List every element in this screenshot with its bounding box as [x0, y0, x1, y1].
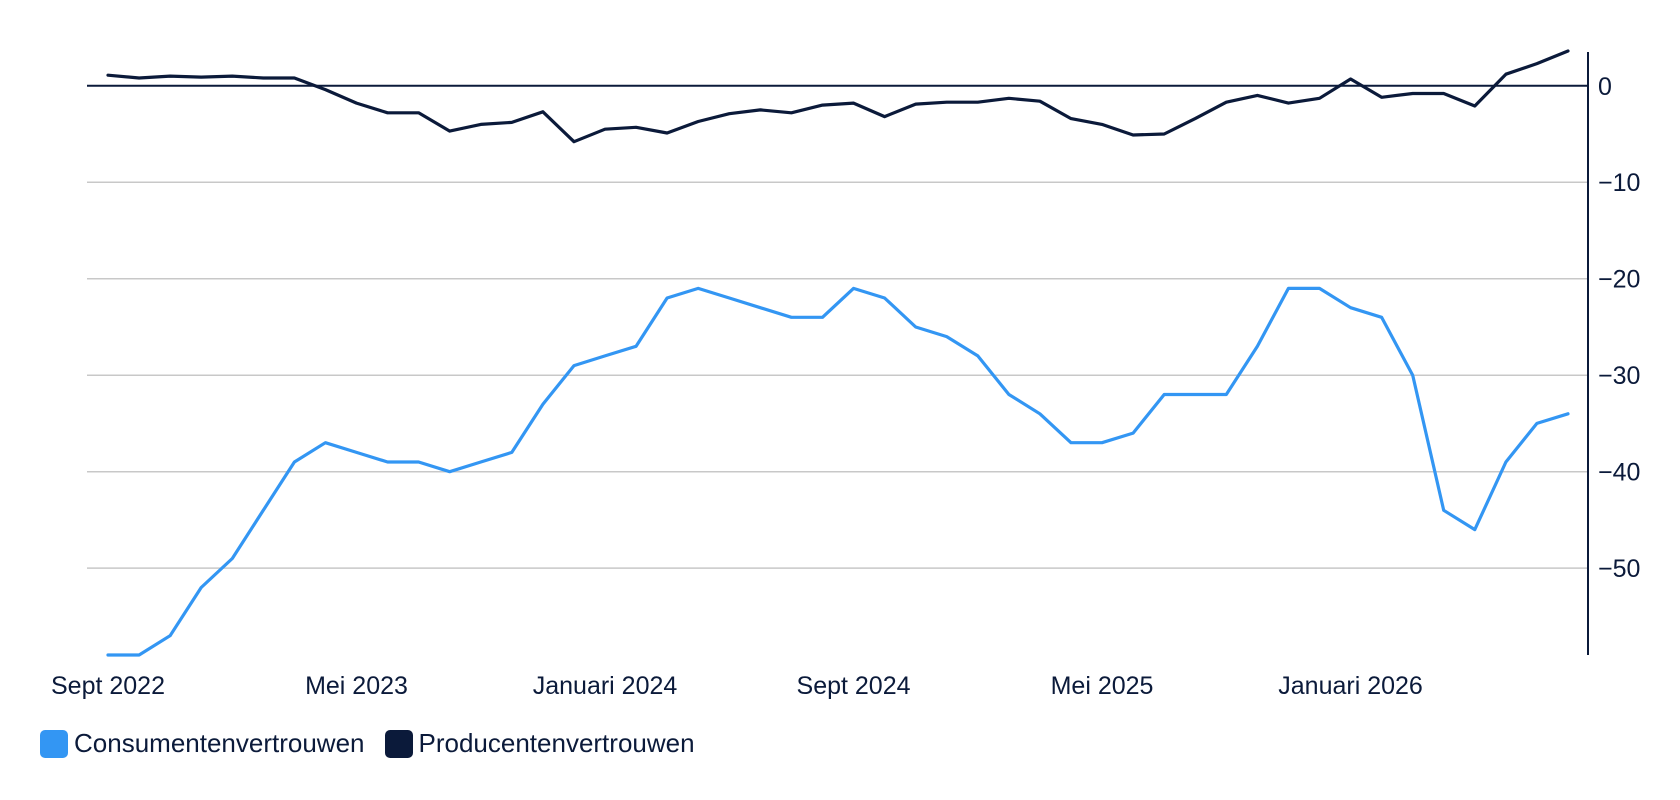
legend-swatch-producentenvertrouwen — [384, 729, 413, 758]
y-tick-label: 0 — [1598, 73, 1612, 101]
legend-label-producentenvertrouwen: Producentenvertrouwen — [418, 728, 695, 758]
legend-label-consumentenvertrouwen: Consumentenvertrouwen — [74, 728, 365, 758]
y-tick-label: −40 — [1598, 459, 1640, 487]
y-tick-label: −10 — [1598, 169, 1640, 197]
y-axis-tick-labels: 0 −10 −20 −30 −40 −50 — [1598, 73, 1640, 583]
series-lines — [106, 49, 1570, 657]
legend-swatch-consumentenvertrouwen — [40, 729, 68, 758]
y-tick-label: −20 — [1598, 266, 1640, 294]
series-line-consumentenvertrouwen — [106, 286, 1570, 657]
x-tick-label: Sept 2024 — [797, 672, 911, 700]
x-tick-label: Januari 2026 — [1278, 672, 1423, 700]
x-tick-label: Mei 2025 — [1051, 672, 1154, 700]
legend: Consumentenvertrouwen Producentenvertrou… — [40, 728, 715, 759]
x-tick-label: Sept 2022 — [51, 672, 165, 700]
x-tick-label: Januari 2024 — [533, 672, 678, 700]
legend-item-consumentenvertrouwen[interactable]: Consumentenvertrouwen — [40, 728, 365, 759]
x-axis-tick-labels: Sept 2022 Mei 2023 Januari 2024 Sept 2024 Me… — [51, 672, 1423, 700]
y-tick-label: −50 — [1598, 555, 1640, 583]
y-tick-label: −30 — [1598, 362, 1640, 390]
series-line-producentenvertrouwen — [106, 49, 1570, 144]
gridlines — [87, 181, 1588, 569]
x-tick-label: Mei 2023 — [305, 672, 408, 700]
legend-item-producentenvertrouwen[interactable]: Producentenvertrouwen — [384, 728, 695, 759]
